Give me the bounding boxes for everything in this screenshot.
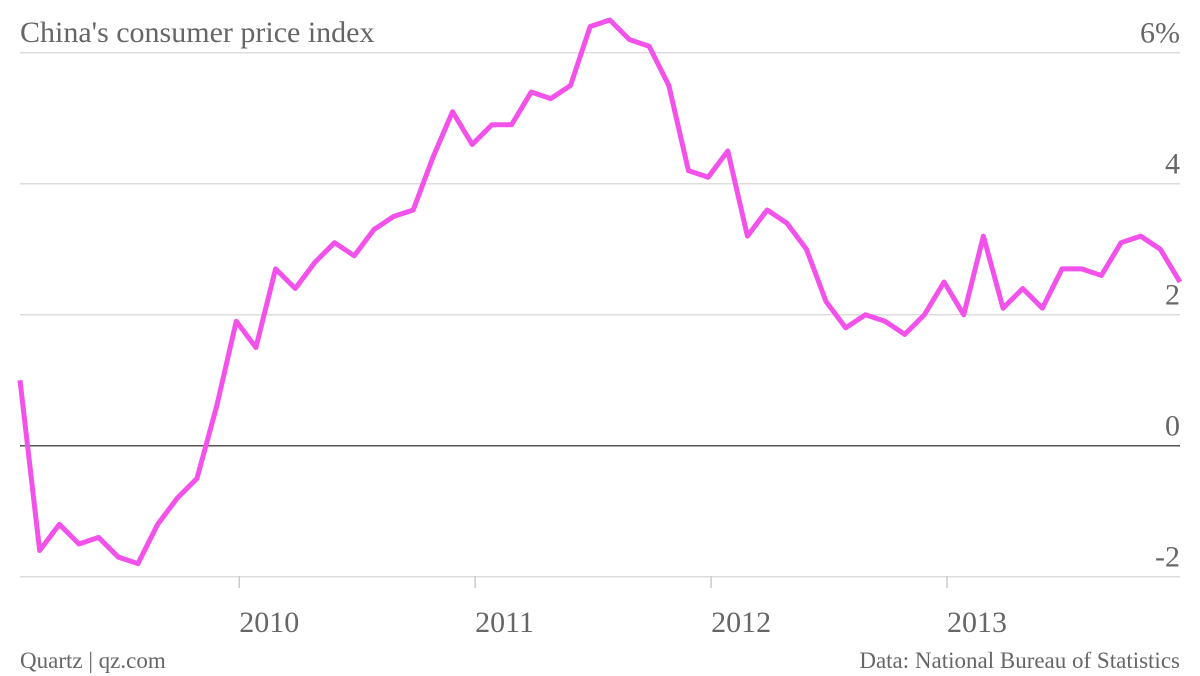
source: Data: National Bureau of Statistics (859, 648, 1180, 673)
line (17, 17, 1183, 567)
x-tick-label: 2012 (711, 606, 771, 639)
credit: Quartz | qz.com (20, 648, 166, 673)
y-tick-label: 4 (1165, 148, 1180, 181)
y-tick-label: 2 (1165, 279, 1180, 312)
x-tick-label: 2010 (239, 606, 299, 639)
chart-title: China's consumer price index (20, 16, 374, 49)
y-tick-label: 6% (1140, 17, 1180, 50)
x-tick-label: 2013 (947, 606, 1007, 639)
x-tick-label: 2011 (475, 606, 534, 639)
y-tick-label: 0 (1165, 410, 1180, 443)
y-tick-label: -2 (1155, 541, 1180, 574)
